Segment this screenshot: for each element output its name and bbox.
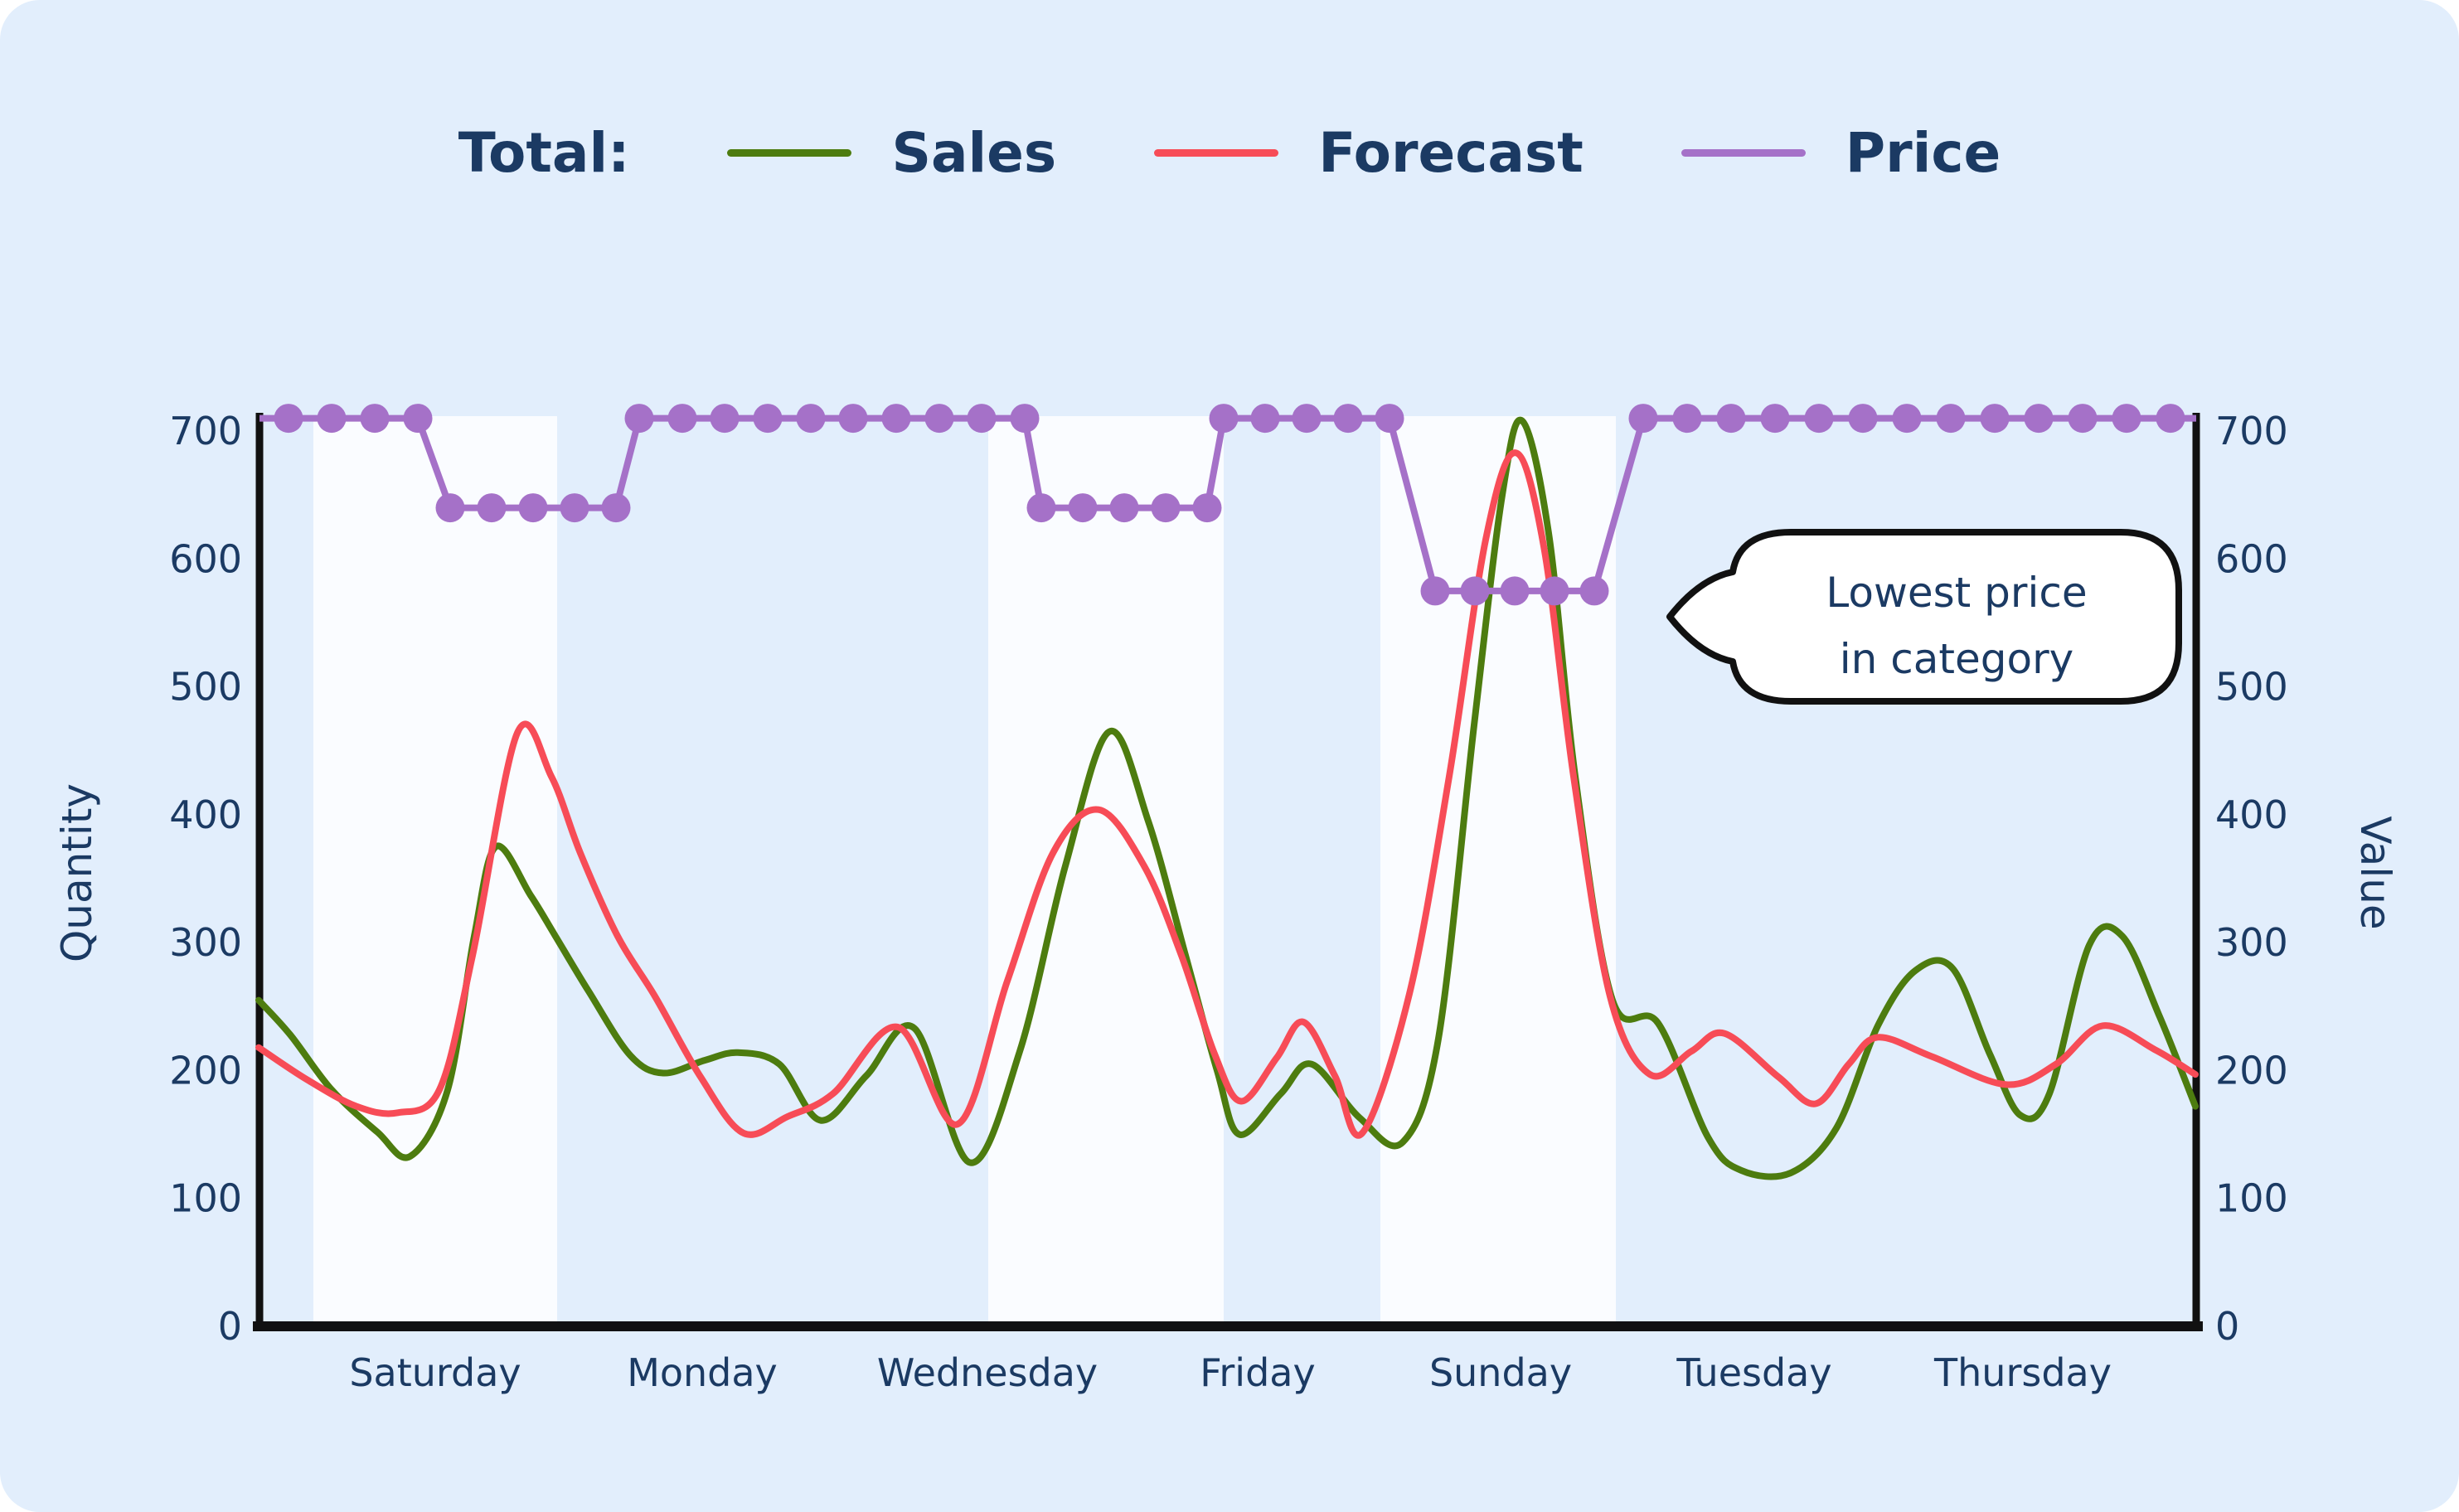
price-point <box>477 493 507 523</box>
callout-line1: Lowest price <box>1826 569 2087 617</box>
price-point <box>1068 493 1098 523</box>
price-point <box>1579 576 1609 606</box>
price-point <box>2156 404 2185 434</box>
y-tick-right-700: 700 <box>2215 409 2288 453</box>
price-point <box>967 404 997 434</box>
price-point <box>924 404 954 434</box>
price-point <box>560 493 589 523</box>
day-label-saturday: Saturday <box>349 1350 521 1395</box>
price-point <box>1460 576 1490 606</box>
y-tick-right-300: 300 <box>2215 920 2288 965</box>
legend-swatch-price <box>1681 149 1806 157</box>
price-point <box>1010 404 1040 434</box>
price-point <box>1628 404 1658 434</box>
price-point <box>1804 404 1834 434</box>
price-point <box>1500 576 1530 606</box>
legend-item-price[interactable]: Price <box>1681 121 2001 185</box>
highlight-band-wednesday <box>988 416 1224 1325</box>
y-tick-right-500: 500 <box>2215 665 2288 710</box>
day-label-sunday: Sunday <box>1429 1350 1572 1395</box>
y-tick-left-400: 400 <box>169 792 242 837</box>
price-point <box>1209 404 1239 434</box>
price-point <box>518 493 548 523</box>
price-point <box>2068 404 2098 434</box>
price-point <box>274 404 303 434</box>
legend-label-forecast: Forecast <box>1318 121 1584 185</box>
price-dots <box>274 404 2185 606</box>
price-point <box>1109 493 1139 523</box>
price-point <box>624 404 654 434</box>
price-point <box>317 404 347 434</box>
y-tick-left-0: 0 <box>218 1304 242 1349</box>
price-point <box>1292 404 1322 434</box>
price-point <box>2024 404 2054 434</box>
price-point <box>1892 404 1922 434</box>
highlight-band-sunday <box>1380 416 1616 1325</box>
y-tick-left-700: 700 <box>169 409 242 453</box>
price-point <box>1375 404 1404 434</box>
y-tick-right-600: 600 <box>2215 536 2288 581</box>
price-point <box>1980 404 2010 434</box>
callout-line2: in category <box>1840 635 2073 683</box>
day-label-thursday: Thursday <box>1933 1350 2112 1395</box>
price-point <box>1250 404 1280 434</box>
y-tick-right-200: 200 <box>2215 1048 2288 1093</box>
y-tick-left-500: 500 <box>169 665 242 710</box>
legend-label-sales: Sales <box>891 121 1057 185</box>
price-point <box>667 404 697 434</box>
day-label-wednesday: Wednesday <box>877 1350 1098 1395</box>
callout-bubble-shape <box>1666 529 2182 705</box>
price-point <box>1540 576 1569 606</box>
legend-swatch-sales <box>727 149 852 157</box>
price-point <box>360 404 390 434</box>
y-tick-right-400: 400 <box>2215 792 2288 837</box>
y-tick-left-100: 100 <box>169 1176 242 1221</box>
y-tick-right-0: 0 <box>2215 1304 2239 1349</box>
legend-item-sales[interactable]: Sales <box>727 121 1056 185</box>
price-point <box>881 404 911 434</box>
legend: Total: Sales Forecast Price <box>0 121 2459 185</box>
left-axis-title: Quantity <box>53 783 101 962</box>
price-point <box>1333 404 1363 434</box>
price-point <box>1026 493 1056 523</box>
price-point <box>796 404 826 434</box>
price-point <box>1192 493 1222 523</box>
day-label-monday: Monday <box>627 1350 778 1395</box>
y-tick-left-200: 200 <box>169 1048 242 1093</box>
axis-frame <box>253 413 2203 1331</box>
price-point <box>1760 404 1790 434</box>
price-point <box>710 404 740 434</box>
right-axis-title: Value <box>2351 816 2399 929</box>
legend-swatch-forecast <box>1154 149 1279 157</box>
legend-total-label: Total: <box>458 121 630 185</box>
price-point <box>1936 404 1966 434</box>
highlight-bands <box>313 416 1616 1325</box>
price-point <box>753 404 783 434</box>
y-tick-right-100: 100 <box>2215 1176 2288 1221</box>
price-point <box>1716 404 1746 434</box>
price-point <box>1672 404 1702 434</box>
price-point <box>2112 404 2141 434</box>
price-point <box>435 493 465 523</box>
legend-item-forecast[interactable]: Forecast <box>1154 121 1584 185</box>
x-day-labels: Saturday Monday Wednesday Friday Sunday Tuesd… <box>349 1350 2112 1395</box>
y-tick-left-300: 300 <box>169 920 242 965</box>
callout-bubble: Lowest price in category <box>1666 529 2182 705</box>
day-label-friday: Friday <box>1200 1350 1315 1395</box>
price-point <box>1848 404 1878 434</box>
y-tick-left-600: 600 <box>169 536 242 581</box>
y-ticks-left: 0 100 200 300 400 500 600 700 <box>169 409 242 1349</box>
price-point <box>838 404 868 434</box>
y-ticks-right: 0 100 200 300 400 500 600 700 <box>2215 409 2288 1349</box>
series-line-forecast <box>255 449 2199 1139</box>
price-point <box>1151 493 1181 523</box>
day-label-tuesday: Tuesday <box>1676 1350 1831 1395</box>
price-point <box>403 404 433 434</box>
price-point <box>1420 576 1450 606</box>
price-point <box>601 493 631 523</box>
legend-label-price: Price <box>1845 121 2001 185</box>
